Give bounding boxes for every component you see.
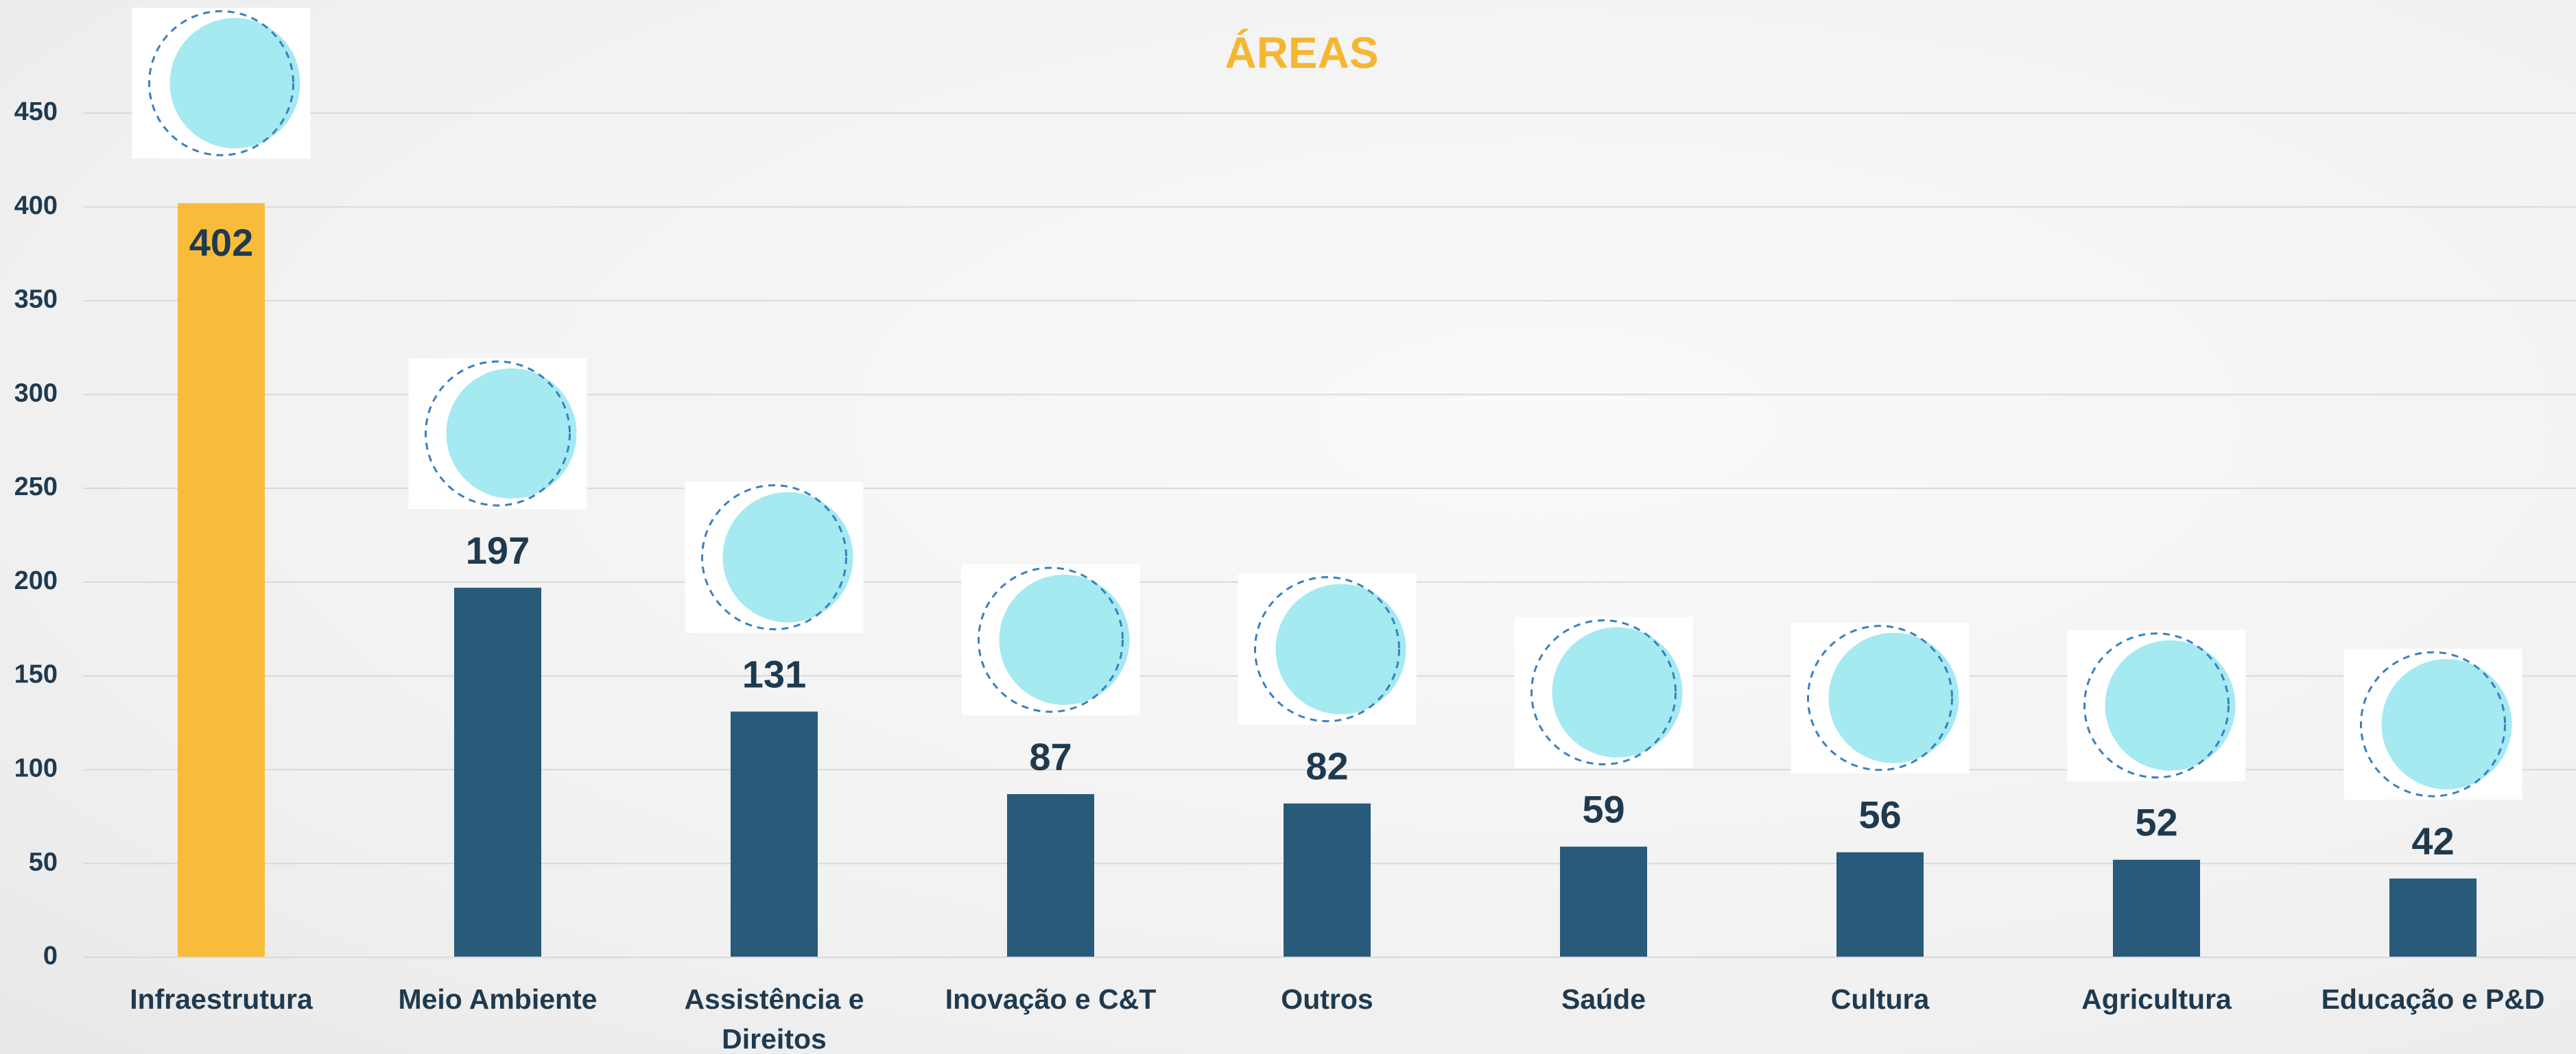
icon-ring bbox=[2360, 651, 2506, 798]
x-tick-label: Infraestrutura bbox=[130, 983, 313, 1015]
y-tick-label: 0 bbox=[43, 942, 58, 970]
icon-circle bbox=[2381, 659, 2512, 790]
bar bbox=[1284, 803, 1371, 957]
icon-ring bbox=[148, 10, 294, 156]
icon-ring bbox=[1807, 625, 1953, 771]
value-label: 82 bbox=[1305, 744, 1348, 787]
icon-ring bbox=[978, 566, 1124, 713]
y-tick-label: 50 bbox=[29, 848, 58, 876]
x-tick-label: Inovação e C&T bbox=[945, 983, 1157, 1015]
value-label: 131 bbox=[742, 652, 806, 695]
bar bbox=[1836, 852, 1924, 957]
x-tick-label: Agricultura bbox=[2081, 983, 2232, 1015]
value-label: 59 bbox=[1582, 787, 1624, 830]
icon-circle bbox=[2105, 640, 2236, 771]
y-tick-label: 150 bbox=[14, 660, 58, 689]
x-tick-label: Saúde bbox=[1561, 983, 1646, 1015]
value-label: 56 bbox=[1858, 793, 1901, 837]
icon-ring bbox=[425, 360, 571, 507]
icon-ring bbox=[1531, 619, 1677, 766]
y-tick-label: 400 bbox=[14, 191, 58, 220]
icon-circle bbox=[169, 18, 300, 149]
bar bbox=[454, 588, 541, 957]
x-tick-label: Assistência e Direitos bbox=[684, 983, 864, 1054]
icon-circle bbox=[1552, 627, 1683, 758]
value-label: 402 bbox=[189, 221, 253, 264]
x-tick-label: Cultura bbox=[1830, 983, 1930, 1015]
y-tick-label: 200 bbox=[14, 566, 58, 595]
bar bbox=[2389, 878, 2477, 957]
icon-ring bbox=[2083, 632, 2230, 779]
value-label: 42 bbox=[2411, 819, 2454, 863]
icon-circle bbox=[999, 575, 1130, 706]
x-tick-label: Outros bbox=[1281, 983, 1373, 1015]
y-tick-label: 100 bbox=[14, 754, 58, 782]
icon-ring bbox=[701, 484, 847, 631]
icon-circle bbox=[1275, 584, 1406, 715]
x-tick-label: Educação e P&D bbox=[2321, 983, 2545, 1015]
icon-circle bbox=[722, 492, 853, 623]
bar bbox=[1007, 794, 1094, 957]
x-tick-label: Meio Ambiente bbox=[398, 983, 598, 1015]
value-label: 87 bbox=[1029, 735, 1072, 778]
y-tick-label: 300 bbox=[14, 379, 58, 407]
y-tick-label: 350 bbox=[14, 285, 58, 314]
chart-title: ÁREAS bbox=[1225, 28, 1379, 77]
bar bbox=[1560, 846, 1647, 957]
y-tick-label: 450 bbox=[14, 97, 58, 126]
icon-circle bbox=[1828, 632, 1959, 763]
icon-ring bbox=[1254, 576, 1400, 723]
bar bbox=[2113, 859, 2200, 957]
icon-circle bbox=[446, 368, 577, 499]
bar bbox=[178, 203, 265, 958]
bar bbox=[731, 711, 818, 957]
value-label: 197 bbox=[466, 529, 530, 572]
value-label: 52 bbox=[2135, 801, 2177, 844]
y-tick-label: 250 bbox=[14, 472, 58, 501]
